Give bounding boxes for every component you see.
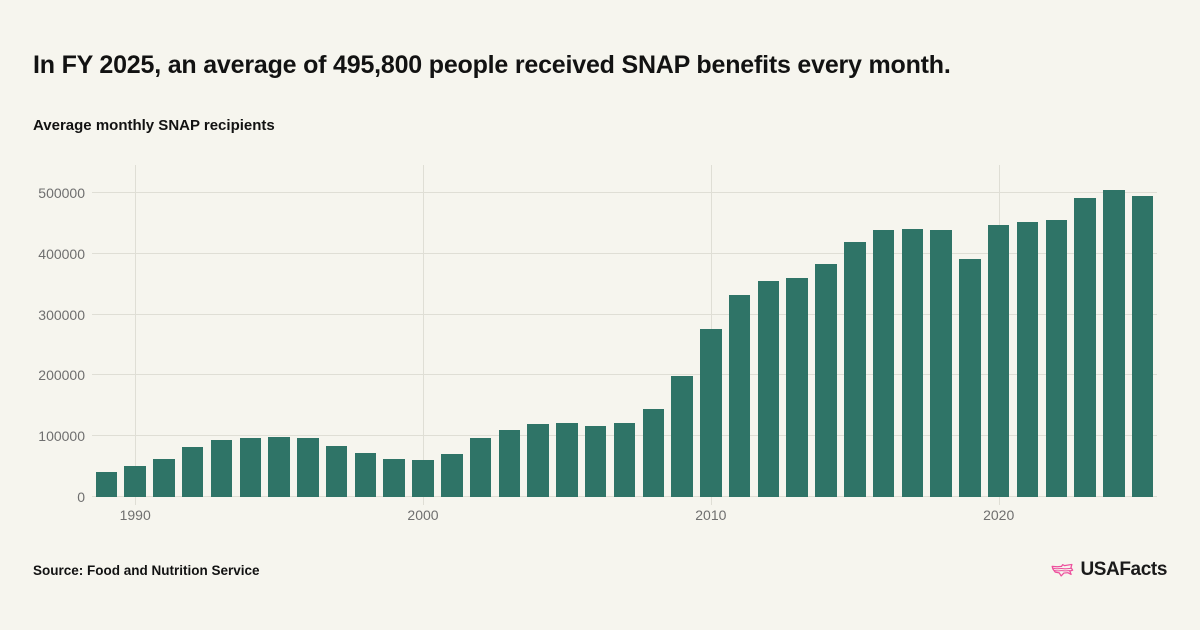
usa-map-icon (1051, 563, 1074, 577)
bar-2021 (1016, 221, 1039, 497)
bar-2020 (987, 224, 1010, 497)
x-gridline (135, 165, 137, 505)
bar-1999 (383, 459, 405, 497)
bar-2019 (959, 259, 981, 497)
source-note: Source: Food and Nutrition Service (33, 563, 260, 578)
bar-1993 (210, 439, 233, 497)
y-axis-tick-label: 300000 (38, 306, 85, 323)
bar-2008 (642, 409, 665, 497)
usafacts-wordmark: USAFacts (1080, 559, 1167, 580)
bar-2001 (441, 454, 463, 497)
bar-1989 (95, 472, 118, 497)
bar-2006 (584, 425, 607, 497)
x-gridline (423, 165, 424, 505)
y-axis-tick-label: 200000 (38, 367, 85, 384)
bar-1998 (354, 453, 377, 497)
bar-1995 (268, 437, 290, 497)
page-title: In FY 2025, an average of 495,800 people… (33, 51, 951, 79)
bar-2011 (728, 294, 751, 497)
bar-2000 (412, 459, 434, 497)
x-axis-tick-label: 2000 (407, 507, 439, 523)
y-axis-tick-label: 500000 (38, 185, 85, 201)
y-gridline (92, 192, 1157, 193)
bar-2003 (498, 429, 521, 497)
usafacts-logo: USAFacts (1051, 556, 1167, 584)
x-axis-tick-label: 2010 (695, 507, 727, 523)
bar-2002 (469, 438, 492, 497)
bar-1991 (153, 458, 175, 497)
bar-2010 (700, 328, 722, 497)
bar-chart-plot-area: 0 100000 200000 300000 400000 500000 1990 2000 2… (38, 165, 1157, 523)
bar-2013 (786, 278, 808, 497)
y-gridline (92, 252, 1157, 254)
bar-2009 (671, 376, 693, 497)
bar-1996 (297, 438, 319, 497)
bar-2012 (757, 281, 780, 497)
bar-2014 (815, 264, 837, 497)
bar-2004 (527, 424, 549, 497)
bar-2015 (844, 241, 866, 497)
y-axis-tick-label: 0 (77, 489, 85, 505)
y-axis-tick-label: 100000 (38, 428, 85, 445)
bar-2023 (1074, 197, 1096, 497)
y-gridline (92, 313, 1157, 315)
y-gridline (92, 374, 1157, 376)
y-axis-tick-label: 400000 (38, 245, 85, 262)
x-axis-tick-label: 2020 (983, 507, 1015, 523)
bar-1994 (239, 438, 262, 497)
bar-2024 (1103, 189, 1125, 497)
bar-2022 (1045, 220, 1067, 497)
x-axis-tick-label: 1990 (119, 507, 151, 523)
bar-1990 (124, 466, 146, 497)
bar-2005 (556, 423, 578, 497)
bar-1997 (325, 445, 348, 497)
bar-2025 (1131, 195, 1154, 497)
bar-2007 (613, 422, 636, 497)
bar-2017 (901, 229, 924, 497)
bar-1992 (181, 447, 204, 497)
bar-2016 (872, 230, 895, 497)
chart-subtitle: Average monthly SNAP recipients (33, 117, 275, 134)
bar-2018 (930, 230, 952, 497)
